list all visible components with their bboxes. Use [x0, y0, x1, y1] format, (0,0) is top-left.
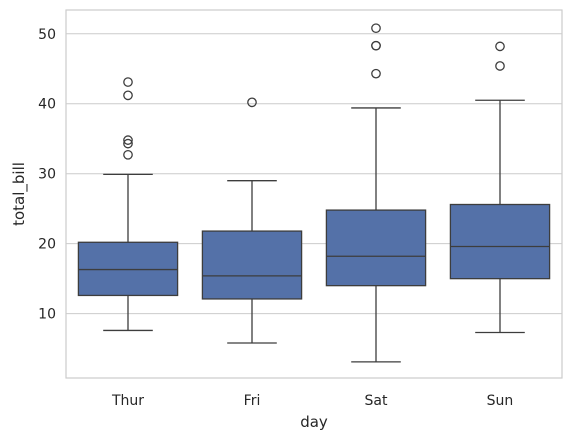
iqr-box [77, 241, 179, 297]
y-tick-label: 40 [38, 97, 56, 113]
box-group-sat [325, 23, 427, 363]
x-tick-label: Fri [244, 393, 261, 409]
outlier-point [495, 41, 505, 52]
y-tick-label: 20 [38, 237, 56, 253]
x-tick-label: Thur [111, 393, 144, 409]
iqr-box [449, 203, 551, 280]
y-tick-labels: 10 20 30 40 50 [38, 27, 56, 323]
outlier-point [123, 149, 133, 160]
outlier-point [123, 77, 133, 87]
iqr-box [325, 209, 427, 287]
box-series [77, 23, 551, 363]
y-tick-label: 30 [38, 167, 56, 183]
outlier-point [371, 68, 381, 79]
iqr-box [201, 230, 303, 300]
y-tick-label: 10 [38, 307, 56, 323]
outlier-point [495, 61, 505, 71]
x-tick-label: Sat [365, 393, 388, 409]
x-axis-label: day [300, 413, 328, 431]
outlier-point [123, 135, 133, 145]
x-tick-labels: Thur Fri Sat Sun [111, 393, 513, 409]
outlier-point [371, 23, 381, 34]
outlier-point [123, 90, 133, 101]
outlier-point [371, 40, 381, 51]
box-group-sun [449, 41, 551, 334]
box-group-fri [201, 97, 303, 344]
y-tick-label: 50 [38, 27, 56, 43]
box-group-thur [77, 77, 179, 332]
outlier-point [123, 138, 133, 149]
plot-frame [65, 9, 563, 379]
x-tick-label: Sun [487, 393, 514, 409]
outlier-point [247, 97, 257, 108]
y-axis-label: total_bill [10, 162, 29, 226]
